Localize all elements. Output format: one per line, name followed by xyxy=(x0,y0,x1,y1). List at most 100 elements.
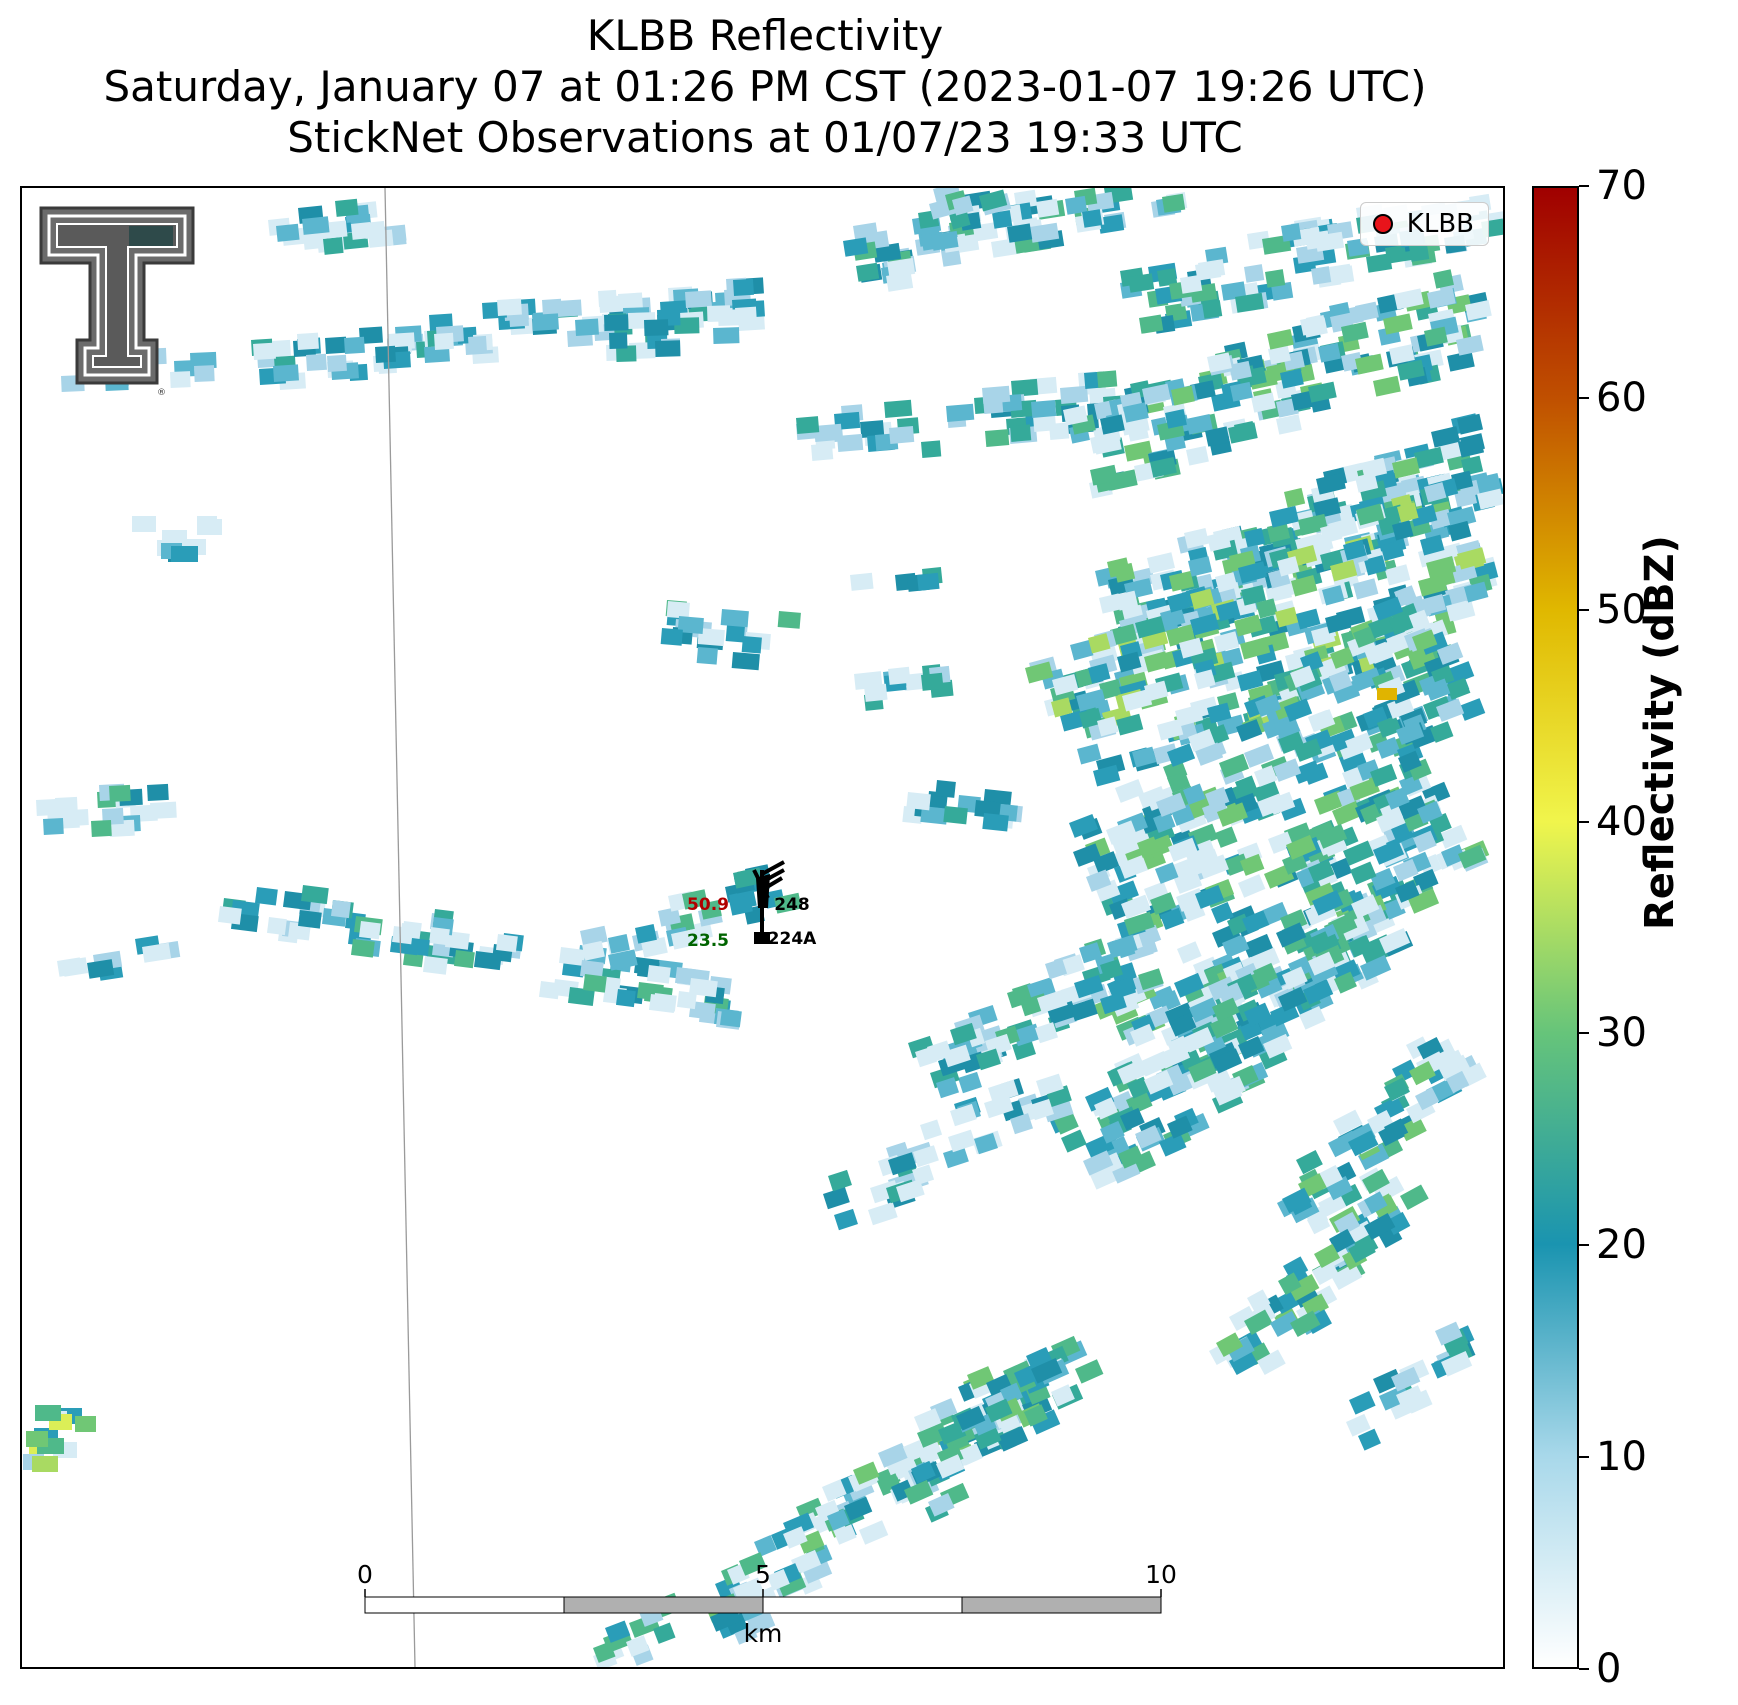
reflectivity-pixel xyxy=(1211,1048,1243,1074)
reflectivity-pixel xyxy=(1118,855,1149,879)
reflectivity-pixel xyxy=(1269,505,1299,528)
reflectivity-pixel xyxy=(1463,581,1489,603)
colorbar-tick-label: 10 xyxy=(1596,1434,1647,1481)
reflectivity-pixel xyxy=(1273,758,1302,782)
reflectivity-pixel xyxy=(1316,823,1348,849)
reflectivity-pixel xyxy=(1331,1262,1363,1291)
reflectivity-pixel xyxy=(688,978,718,998)
reflectivity-pixel xyxy=(1088,633,1111,654)
reflectivity-pixel xyxy=(1277,556,1300,577)
reflectivity-pixel xyxy=(1217,802,1248,827)
reflectivity-pixel xyxy=(1241,584,1267,606)
chart-title: KLBB Reflectivity Saturday, January 07 a… xyxy=(0,10,1530,163)
colorbar-tick xyxy=(1579,185,1589,187)
reflectivity-pixel xyxy=(916,1422,949,1448)
reflectivity-pixel xyxy=(1458,698,1486,721)
reflectivity-pixel xyxy=(1035,1022,1059,1044)
reflectivity-pixel xyxy=(1190,588,1215,610)
reflectivity-pixel xyxy=(1398,795,1428,820)
reflectivity-pixel xyxy=(767,1569,790,1591)
title-radar: KLBB Reflectivity xyxy=(586,11,944,60)
reflectivity-pixel xyxy=(1167,771,1191,793)
reflectivity-pixel xyxy=(1281,223,1302,242)
reflectivity-pixel xyxy=(1318,342,1341,363)
reflectivity-pixel xyxy=(1351,667,1382,692)
reflectivity-pixel xyxy=(1052,674,1079,696)
colorbar-tick-label: 70 xyxy=(1596,163,1647,209)
colorbar-tick xyxy=(1579,1244,1589,1247)
reflectivity-pixel xyxy=(1284,487,1306,508)
reflectivity-pixel xyxy=(1367,1110,1394,1135)
reflectivity-pixel xyxy=(325,336,347,354)
reflectivity-pixel xyxy=(616,345,637,362)
reflectivity-pixel xyxy=(853,222,879,242)
reflectivity-pixel-high xyxy=(1377,688,1397,700)
reflectivity-pixel xyxy=(433,332,454,350)
reflectivity-pixel xyxy=(904,1479,934,1505)
reflectivity-pixel xyxy=(1116,590,1139,611)
reflectivity-pixel xyxy=(931,230,960,251)
reflectivity-pixel xyxy=(1355,353,1384,375)
reflectivity-pixel xyxy=(1098,593,1123,614)
legend-label: KLBB xyxy=(1406,209,1474,239)
reflectivity-pixel xyxy=(1160,607,1186,629)
reflectivity-pixel xyxy=(1263,1033,1293,1059)
reflectivity-pixel xyxy=(646,965,671,984)
reflectivity-pixel xyxy=(1370,867,1396,891)
reflectivity-pixel xyxy=(1455,334,1484,356)
reflectivity-pixel xyxy=(1349,776,1380,801)
reflectivity-pixel xyxy=(197,516,217,532)
colorbar-tick-label: 40 xyxy=(1596,798,1647,845)
reflectivity-pixel xyxy=(1159,907,1185,930)
reflectivity-pixel xyxy=(671,928,699,950)
title-time: Saturday, January 07 at 01:26 PM CST (20… xyxy=(103,62,1427,111)
scale-bar: 0 5 10 km xyxy=(357,1560,1177,1648)
colorbar xyxy=(1532,186,1579,1669)
reflectivity-pixel xyxy=(1209,1014,1239,1039)
reflectivity-pixel xyxy=(1236,719,1263,742)
reflectivity-pixel xyxy=(1409,243,1430,262)
reflectivity-pixel xyxy=(32,1456,58,1472)
reflectivity-pixel xyxy=(1453,487,1478,508)
reflectivity-pixel xyxy=(1362,1168,1390,1195)
reflectivity-pixel xyxy=(579,960,604,979)
reflectivity-pixel xyxy=(1007,223,1033,243)
reflectivity-pixel xyxy=(1097,716,1119,737)
reflectivity-pixel xyxy=(46,804,71,822)
reflectivity-pixel xyxy=(1379,802,1403,824)
reflectivity-pixel xyxy=(1341,321,1369,343)
reflectivity-pixel xyxy=(1137,836,1160,858)
reflectivity-pixel xyxy=(1420,534,1445,556)
reflectivity-pixel xyxy=(608,332,628,349)
reflectivity-pixel xyxy=(1194,885,1225,909)
reflectivity-pixel xyxy=(1333,1109,1363,1136)
reflectivity-pixel xyxy=(834,1208,858,1231)
reflectivity-pixel xyxy=(1327,1130,1360,1158)
reflectivity-pixel xyxy=(1240,637,1271,660)
reflectivity-pixel xyxy=(1372,1194,1399,1220)
reflectivity-pixel xyxy=(1267,329,1294,350)
reflectivity-pixel xyxy=(1296,608,1321,630)
reflectivity-pixel xyxy=(1400,1184,1429,1211)
reflectivity-pixel xyxy=(542,298,562,316)
reflectivity-pixel xyxy=(422,956,448,975)
reflectivity-pixel xyxy=(1355,503,1385,526)
reflectivity-pixel xyxy=(1384,564,1411,586)
radar-map[interactable]: ® 0 5 10 km 50.9 248 23.5 xyxy=(20,186,1505,1669)
reflectivity-pixel xyxy=(676,991,697,1010)
reflectivity-pixel xyxy=(822,1479,847,1502)
reflectivity-pixel xyxy=(843,237,869,257)
reflectivity-pixel xyxy=(1395,721,1425,745)
reflectivity-pixel xyxy=(1180,274,1203,294)
reflectivity-pixel xyxy=(733,1577,765,1603)
reflectivity-pixel xyxy=(330,900,351,919)
reflectivity-pixel xyxy=(302,216,330,235)
reflectivity-pixel xyxy=(1392,520,1414,541)
reflectivity-pixel xyxy=(1358,1143,1390,1171)
reflectivity-pixel xyxy=(696,646,718,665)
reflectivity-pixel xyxy=(943,806,968,825)
reflectivity-pixel xyxy=(1389,612,1414,635)
reflectivity-pixel xyxy=(1085,1086,1115,1112)
reflectivity-pixel xyxy=(1254,694,1282,717)
reflectivity-pixel xyxy=(952,195,974,216)
